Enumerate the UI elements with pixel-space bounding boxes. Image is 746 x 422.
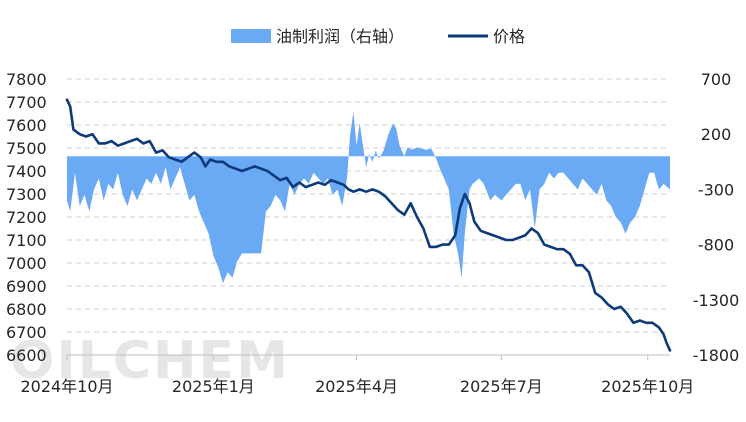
- y-axis-left: 7800 7700 7600 7500 7400 7300 7200 7100 7000 6900…: [6, 70, 47, 365]
- x-tick-label: 2025年1月: [172, 377, 255, 396]
- y-right-tick-label: -1300: [693, 291, 740, 310]
- y-left-tick-label: 6600: [6, 346, 47, 365]
- x-axis: 2024年10月 2025年1月 2025年4月 2025年7月 2025年10月: [20, 355, 694, 396]
- grid-lines: [67, 78, 670, 333]
- price-line: [65, 98, 672, 352]
- legend-label-profit: 油制利润（右轴）: [276, 27, 404, 46]
- x-tick-label: 2025年4月: [315, 377, 398, 396]
- y-right-tick-label: 700: [701, 70, 732, 89]
- legend-swatch-profit: [231, 29, 271, 43]
- legend-label-price: 价格: [493, 27, 525, 46]
- y-right-tick-label: -800: [698, 236, 734, 255]
- legend: 油制利润（右轴） 价格: [231, 27, 525, 46]
- y-right-tick-label: 200: [701, 125, 732, 144]
- y-left-tick-label: 7300: [6, 185, 47, 204]
- watermark: OILCHEM: [10, 331, 290, 391]
- y-left-tick-label: 7800: [6, 70, 47, 89]
- y-left-tick-label: 6700: [6, 323, 47, 342]
- x-tick-label: 2024年10月: [20, 377, 113, 396]
- y-left-tick-label: 7500: [6, 139, 47, 158]
- y-right-tick-label: -1800: [693, 346, 740, 365]
- y-left-tick-label: 7100: [6, 231, 47, 250]
- profit-area: [67, 112, 670, 284]
- y-left-tick-label: 7600: [6, 116, 47, 135]
- profit-area-layer: [67, 112, 670, 284]
- y-left-tick-label: 7200: [6, 208, 47, 227]
- x-tick-label: 2025年7月: [460, 377, 543, 396]
- y-left-tick-label: 7700: [6, 93, 47, 112]
- y-left-tick-label: 7400: [6, 162, 47, 181]
- price-line-layer: [65, 98, 672, 352]
- y-right-tick-label: -300: [698, 180, 734, 199]
- x-tick-label: 2025年10月: [601, 377, 694, 396]
- y-left-tick-label: 7000: [6, 254, 47, 273]
- y-axis-right: 700 200 -300 -800 -1300 -1800: [693, 70, 740, 365]
- y-left-tick-label: 6800: [6, 300, 47, 319]
- y-left-tick-label: 6900: [6, 277, 47, 296]
